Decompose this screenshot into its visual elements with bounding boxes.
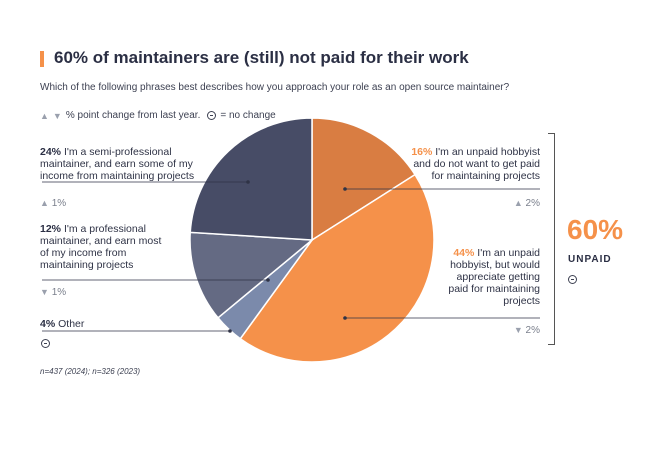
hobbyist-yes-text-2: hobbyist, but would <box>450 259 540 271</box>
down-triangle-icon: ▼ <box>513 325 523 335</box>
chart-title: 60% of maintainers are (still) not paid … <box>54 48 469 67</box>
hobbyist-yes-text-1: I'm an unpaid <box>477 247 540 259</box>
leader-hobbyist-no-pay-dot <box>343 187 347 191</box>
chart-subtitle: Which of the following phrases best desc… <box>40 82 510 93</box>
label-hobbyist-no-pay: 16% I'm an unpaid hobbyist and do not wa… <box>380 146 540 182</box>
semi-pro-text-3: income from maintaining projects <box>40 170 195 182</box>
hobbyist-yes-text-5: projects <box>503 295 540 307</box>
semi-pro-change: ▲ 1% <box>40 198 66 209</box>
hobbyist-no-text-3: for maintaining projects <box>431 170 540 182</box>
change-legend: ▲ ▼ % point change from last year. = no … <box>40 110 276 121</box>
no-change-icon <box>568 275 577 284</box>
label-semi-professional: 24% I'm a semi-professional maintainer, … <box>40 146 194 182</box>
down-triangle-icon: ▼ <box>40 287 49 297</box>
unpaid-label: UNPAID <box>568 254 612 265</box>
pro-change: ▼ 1% <box>40 287 66 298</box>
hobbyist-no-change-value: 2% <box>525 198 540 209</box>
pro-change-value: 1% <box>51 287 67 298</box>
leader-semi-professional-dot <box>246 180 250 184</box>
unpaid-total-pct: 60% <box>567 214 624 245</box>
sample-footnote: n=437 (2024); n=326 (2023) <box>40 367 141 376</box>
pro-text-3: of my income from <box>40 247 127 259</box>
semi-pro-pct: 24% <box>40 146 62 158</box>
hobbyist-yes-change: ▼ 2% <box>480 325 540 336</box>
hobbyist-no-text-2: and do not want to get paid <box>413 158 540 170</box>
hobbyist-no-text-1: I'm an unpaid hobbyist <box>435 146 540 158</box>
no-change-icon <box>207 111 217 120</box>
leader-other-dot <box>228 329 232 333</box>
legend-nochange-text: = no change <box>220 110 276 121</box>
hobbyist-yes-change-value: 2% <box>525 325 540 336</box>
hobbyist-yes-text-4: paid for maintaining <box>448 283 540 295</box>
hobbyist-yes-text-3: appreciate getting <box>456 271 540 283</box>
no-change-icon <box>41 339 50 348</box>
semi-pro-change-value: 1% <box>51 198 67 209</box>
other-pct: 4% <box>40 318 56 330</box>
slice-hobbyist-no-pay <box>311 117 417 242</box>
slice-professional <box>189 231 314 319</box>
label-other: 4% Other <box>40 318 84 330</box>
pro-pct: 12% <box>40 223 62 235</box>
semi-pro-text-2: maintainer, and earn some of my <box>40 158 193 170</box>
label-professional: 12% I'm a professional maintainer, and e… <box>40 223 161 271</box>
label-hobbyist-want-pay: 44% I'm an unpaid hobbyist, but would ap… <box>400 247 540 307</box>
up-triangle-icon: ▲ <box>513 198 523 208</box>
unpaid-bracket <box>548 133 555 345</box>
other-text: Other <box>58 318 85 330</box>
leader-professional-dot <box>266 278 270 282</box>
slice-hobbyist-want-pay <box>239 173 435 363</box>
semi-pro-text-1: I'm a semi-professional <box>63 146 172 158</box>
up-triangle-icon: ▲ <box>40 110 49 121</box>
down-triangle-icon: ▼ <box>52 110 62 121</box>
pro-text-4: maintaining projects <box>40 259 134 271</box>
pro-text-2: maintainer, and earn most <box>40 235 162 247</box>
hobbyist-no-change: ▲ 2% <box>480 198 540 209</box>
hobbyist-no-pct: 16% <box>411 146 433 158</box>
pro-text-1: I'm a professional <box>63 223 146 235</box>
slice-semi-professional <box>189 117 313 241</box>
up-triangle-icon: ▲ <box>40 198 49 208</box>
hobbyist-yes-pct: 44% <box>453 247 475 259</box>
legend-text: % point change from last year. <box>65 110 201 121</box>
title-accent-bar <box>40 51 44 67</box>
leader-hobbyist-want-pay-dot <box>343 316 347 320</box>
